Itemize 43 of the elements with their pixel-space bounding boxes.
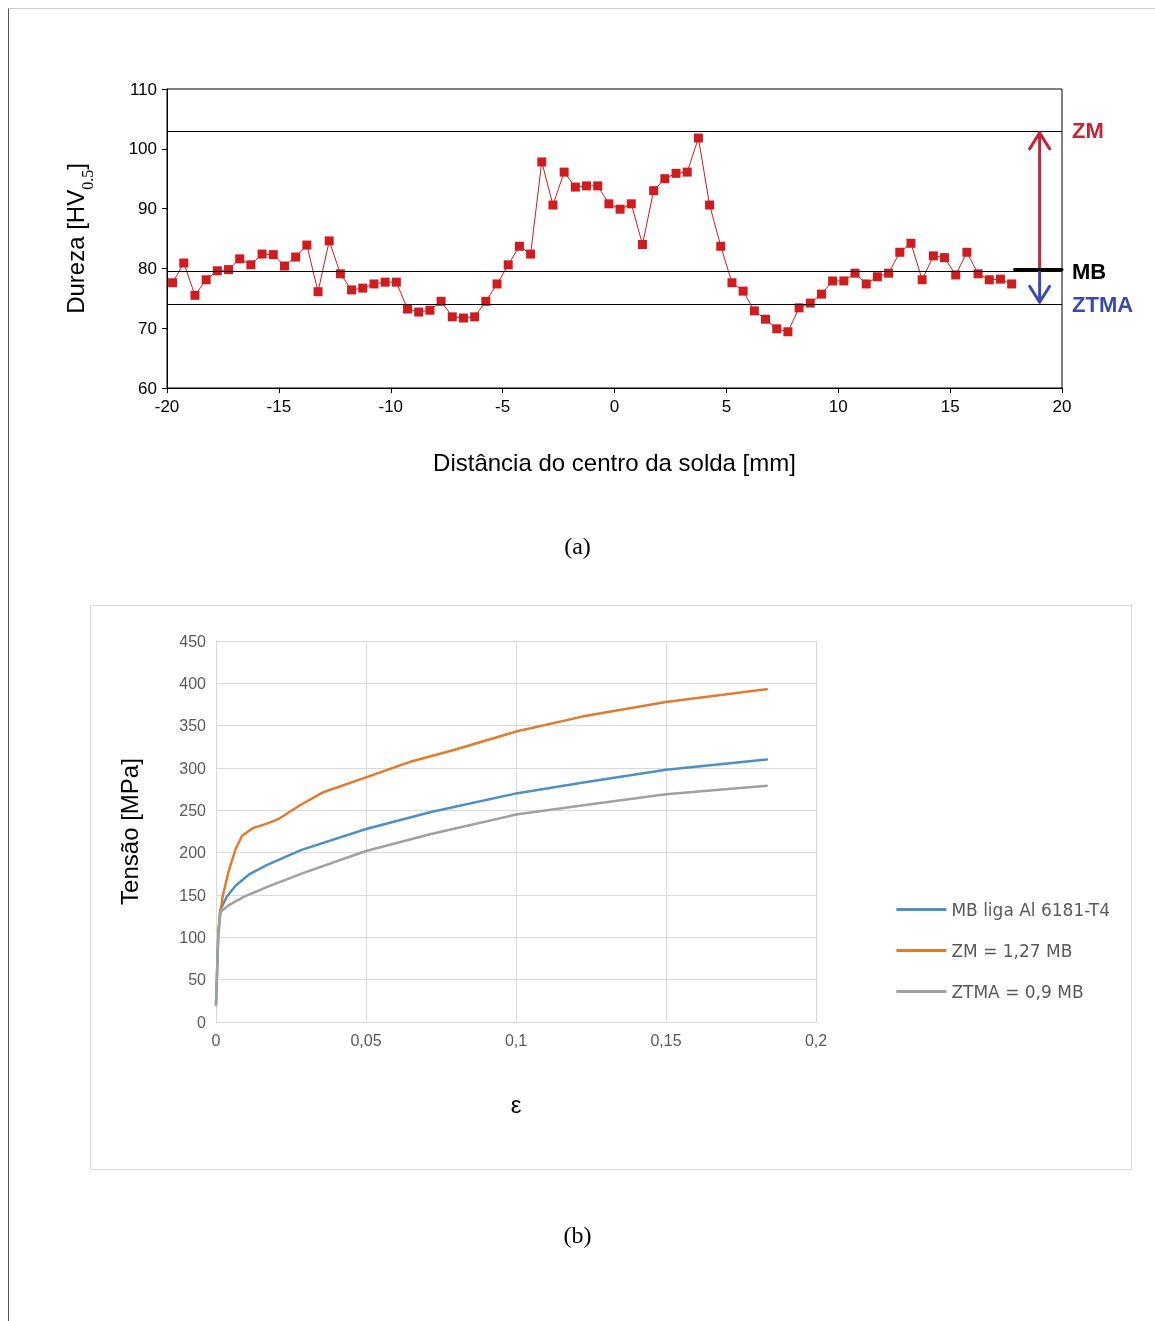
y-tick-label: 100 — [179, 928, 207, 946]
x-tick-label: -10 — [378, 397, 404, 416]
x-axis-title: Distância do centro da solda [mm] — [433, 448, 796, 476]
ref-line-label: MB — [1072, 258, 1107, 284]
legend-label: ZM = 1,27 MB — [951, 940, 1073, 961]
y-tick-label: 100 — [128, 139, 157, 159]
y-tick-label: 300 — [179, 759, 207, 777]
x-tick-label: -5 — [495, 397, 511, 416]
x-tick-label: -15 — [266, 397, 292, 416]
y-axis-title: Dureza [HV0.5] — [61, 163, 96, 314]
x-tick-label: 0,2 — [804, 1031, 828, 1049]
x-tick-label: 15 — [940, 397, 960, 416]
x-tick-label: 5 — [721, 397, 732, 416]
ref-line-label: ZM — [1072, 118, 1104, 144]
x-tick-label: 0 — [609, 397, 620, 416]
x-tick-label: 0,15 — [650, 1031, 682, 1049]
y-tick-label: 70 — [138, 318, 157, 338]
x-tick-label: 0,05 — [350, 1031, 382, 1049]
x-axis-title: ε — [510, 1090, 522, 1118]
y-tick-label: 150 — [179, 886, 207, 904]
y-tick-label: 50 — [188, 971, 207, 989]
y-tick-label: 80 — [138, 258, 157, 278]
x-tick-label: -20 — [154, 397, 180, 416]
y-tick-label: 60 — [138, 378, 157, 398]
legend-label: ZTMA = 0,9 MB — [951, 981, 1084, 1002]
text: (b) — [563, 1222, 592, 1248]
legend-label: MB liga Al 6181-T4 — [951, 899, 1111, 920]
y-tick-label: 350 — [179, 717, 207, 735]
y-tick-label: 200 — [179, 844, 207, 862]
y-axis-title: Tensão [MPa] — [115, 758, 143, 905]
y-tick-label: 400 — [179, 674, 207, 692]
x-tick-label: 10 — [828, 397, 848, 416]
line-series — [216, 688, 769, 933]
y-tick-label: 450 — [179, 632, 207, 650]
x-tick-label: 0 — [211, 1031, 221, 1049]
text: (a) — [564, 533, 591, 559]
x-tick-label: 0,1 — [504, 1031, 528, 1049]
ref-line-label: ZTMA — [1072, 291, 1134, 317]
x-tick-label: 20 — [1052, 397, 1072, 416]
y-tick-label: 110 — [129, 79, 157, 99]
y-tick-label: 250 — [179, 801, 207, 819]
y-tick-label: 90 — [138, 199, 157, 219]
y-tick-label: 0 — [197, 1013, 207, 1031]
